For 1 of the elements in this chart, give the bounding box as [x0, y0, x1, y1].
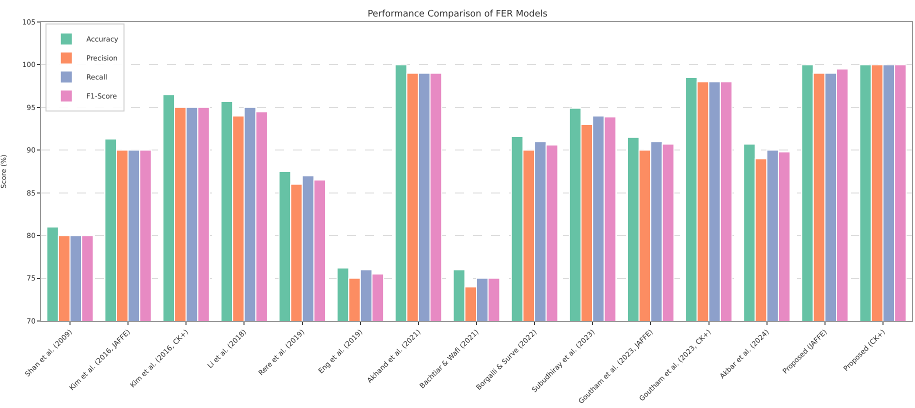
chart-title: Performance Comparison of FER Models — [368, 10, 548, 20]
